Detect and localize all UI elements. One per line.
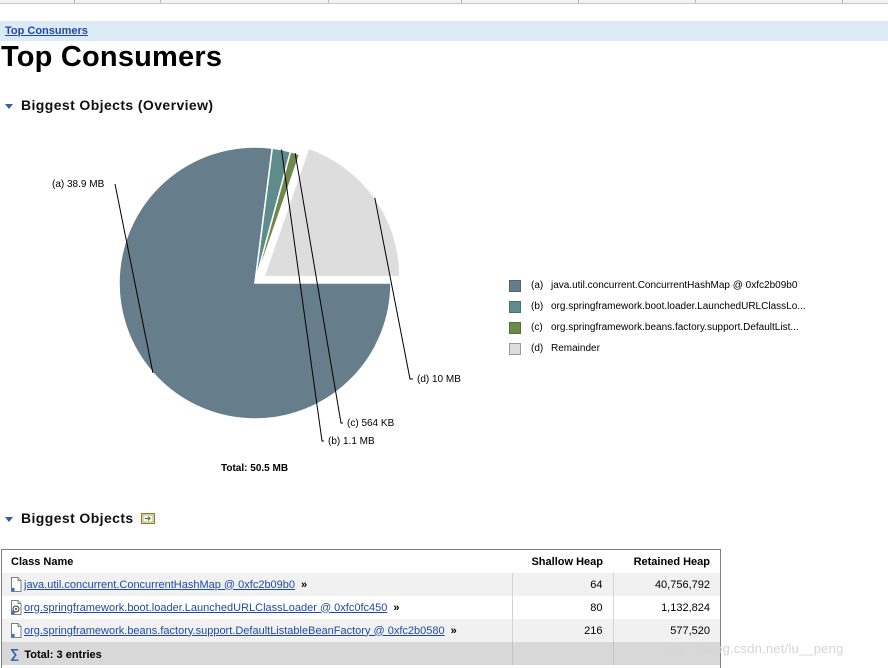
class-name-cell: org.springframework.beans.factory.suppor… (2, 619, 513, 642)
tab-separator (74, 0, 75, 3)
pie-chart: (a) 38.9 MB (b) 1.1 MB (c) 564 KB (d) 10 MB… (52, 146, 461, 474)
overview-section-header[interactable]: Biggest Objects (Overview) (3, 97, 213, 113)
total-shallow-cell (512, 642, 614, 665)
legend-swatch (509, 300, 521, 313)
pie-data-label: (b) 1.1 MB (328, 436, 375, 447)
pie-leader-line (114, 183, 154, 373)
pie-leader-line (374, 197, 413, 380)
tab-separator (842, 0, 843, 3)
tab-separator (160, 0, 161, 3)
breadcrumb-bar: Top Consumers (0, 21, 888, 41)
object-link[interactable]: org.springframework.boot.loader.Launched… (24, 601, 388, 614)
retained-heap-cell: 40,756,792 (613, 573, 720, 596)
biggest-objects-section-title: Biggest Objects (21, 510, 134, 526)
object-menu-arrow[interactable]: » (393, 601, 400, 614)
retained-heap-cell: 577,520 (613, 619, 720, 642)
legend-item: (a) java.util.concurrent.ConcurrentHashM… (509, 275, 806, 296)
classloader-icon (11, 600, 22, 615)
document-icon (11, 577, 22, 592)
legend-key: (a) (531, 280, 544, 291)
legend-swatch (509, 279, 521, 292)
legend-label: Remainder (551, 343, 600, 354)
sigma-icon: ∑ (10, 646, 20, 661)
shallow-heap-cell: 64 (512, 573, 614, 596)
document-icon (11, 623, 22, 638)
column-header-class-name[interactable]: Class Name (11, 555, 74, 568)
legend-swatch (509, 321, 521, 334)
shallow-heap-cell: 80 (512, 596, 614, 619)
breadcrumb-top-consumers[interactable]: Top Consumers (5, 25, 88, 37)
legend-key: (b) (531, 301, 544, 312)
class-name-cell: org.springframework.boot.loader.Launched… (2, 596, 513, 619)
table-row[interactable]: java.util.concurrent.ConcurrentHashMap @… (2, 573, 720, 596)
legend-label: org.springframework.beans.factory.suppor… (551, 322, 799, 333)
pie-leader-line (294, 152, 343, 424)
chart-legend: (a) java.util.concurrent.ConcurrentHashM… (509, 275, 806, 359)
object-menu-arrow[interactable]: » (450, 624, 457, 637)
total-cell: ∑ Total: 3 entries (2, 642, 513, 665)
pie-slice (262, 147, 401, 278)
legend-label: java.util.concurrent.ConcurrentHashMap @… (551, 280, 798, 291)
page-title: Top Consumers (1, 41, 223, 73)
legend-label: org.springframework.boot.loader.Launched… (551, 301, 806, 312)
object-link[interactable]: java.util.concurrent.ConcurrentHashMap @… (24, 578, 296, 591)
pie-data-label: (c) 564 KB (347, 418, 395, 429)
export-icon[interactable] (140, 511, 156, 525)
legend-item: (b) org.springframework.boot.loader.Laun… (509, 296, 806, 317)
biggest-objects-table: Class Name Shallow Heap Retained Heap ja… (1, 549, 721, 668)
shallow-heap-cell: 216 (512, 619, 614, 642)
class-name-cell: java.util.concurrent.ConcurrentHashMap @… (2, 573, 513, 596)
pie-data-label: (a) 38.9 MB (52, 179, 105, 190)
total-retained-cell (613, 642, 720, 665)
column-header-retained-heap[interactable]: Retained Heap (633, 555, 710, 568)
biggest-objects-section-header[interactable]: Biggest Objects (3, 510, 156, 526)
watermark-text: https://blog.csdn.net/lu__peng (664, 641, 844, 656)
collapse-triangle-icon[interactable] (5, 517, 13, 522)
table-row[interactable]: org.springframework.beans.factory.suppor… (2, 619, 720, 642)
legend-item: (c) org.springframework.beans.factory.su… (509, 317, 806, 338)
legend-swatch (509, 342, 521, 355)
object-link[interactable]: org.springframework.beans.factory.suppor… (24, 624, 445, 637)
table-row[interactable]: org.springframework.boot.loader.Launched… (2, 596, 720, 619)
pie-total-label: Total: 50.5 MB (221, 463, 288, 474)
collapse-triangle-icon[interactable] (5, 104, 13, 109)
tab-separator (328, 0, 329, 3)
legend-item: (d) Remainder (509, 338, 806, 359)
pie-leader-line (280, 149, 324, 442)
editor-tab-strip[interactable] (0, 0, 888, 4)
retained-heap-cell: 1,132,824 (613, 596, 720, 619)
legend-key: (c) (531, 322, 543, 333)
overview-section-title: Biggest Objects (Overview) (21, 97, 214, 113)
column-header-shallow-heap[interactable]: Shallow Heap (531, 555, 603, 568)
tab-separator (578, 0, 579, 3)
tab-separator (695, 0, 696, 3)
table-total-row: ∑ Total: 3 entries (2, 642, 720, 665)
total-label: Total: 3 entries (24, 649, 102, 661)
table-header-row: Class Name Shallow Heap Retained Heap (2, 550, 720, 573)
legend-key: (d) (531, 343, 544, 354)
pie-data-label: (d) 10 MB (417, 374, 461, 385)
object-menu-arrow[interactable]: » (301, 578, 308, 591)
tab-separator (461, 0, 462, 3)
